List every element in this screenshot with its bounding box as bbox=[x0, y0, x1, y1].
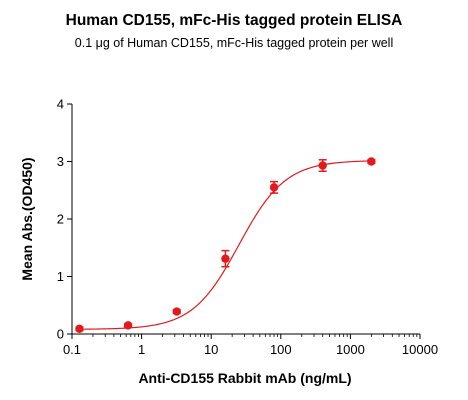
x-tick-label: 10000 bbox=[402, 342, 438, 357]
x-tick-label: 0.1 bbox=[63, 342, 81, 357]
x-axis-label: Anti-CD155 Rabbit mAb (ng/mL) bbox=[138, 370, 351, 386]
tick-labels: 0 1 2 3 4 0.1 1 10 100 1000 10000 bbox=[57, 97, 438, 358]
data-point-6 bbox=[367, 157, 376, 166]
chart-subtitle: 0.1 μg of Human CD155, mFc-His tagged pr… bbox=[74, 36, 394, 50]
data-point-2 bbox=[172, 307, 181, 316]
data-point-5 bbox=[318, 161, 327, 170]
y-axis-label: Mean Abs.(OD450) bbox=[19, 157, 35, 280]
data-point-4 bbox=[269, 183, 279, 192]
chart-title: Human CD155, mFc-His tagged protein ELIS… bbox=[65, 12, 403, 29]
data-points bbox=[75, 157, 376, 334]
fit-curve bbox=[79, 160, 372, 330]
y-tick-label: 0 bbox=[57, 327, 64, 342]
data-point-3 bbox=[221, 254, 230, 263]
y-tick-label: 4 bbox=[57, 97, 64, 112]
axes bbox=[67, 103, 421, 339]
x-tick-label: 1000 bbox=[336, 342, 365, 357]
data-point-0 bbox=[75, 324, 84, 334]
y-tick-label: 1 bbox=[57, 269, 64, 284]
x-tick-label: 10 bbox=[204, 342, 218, 357]
y-tick-label: 2 bbox=[57, 212, 64, 227]
x-tick-label: 1 bbox=[138, 342, 145, 357]
data-point-1 bbox=[123, 321, 133, 330]
fit-curve-group bbox=[79, 160, 372, 330]
y-tick-label: 3 bbox=[57, 154, 64, 169]
x-tick-label: 100 bbox=[270, 342, 292, 357]
